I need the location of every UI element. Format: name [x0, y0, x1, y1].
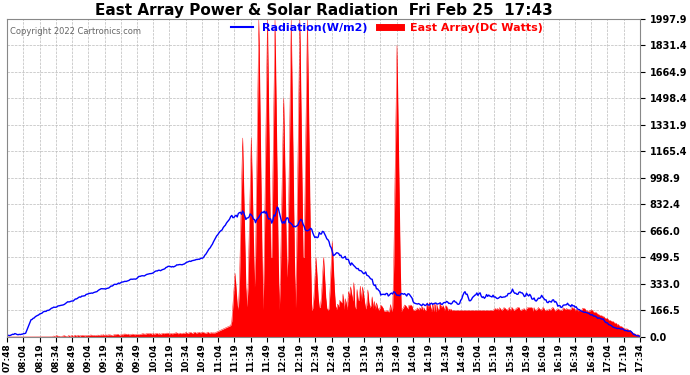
Text: Copyright 2022 Cartronics.com: Copyright 2022 Cartronics.com: [10, 27, 141, 36]
Legend: Radiation(W/m2), East Array(DC Watts): Radiation(W/m2), East Array(DC Watts): [226, 18, 547, 37]
Title: East Array Power & Solar Radiation  Fri Feb 25  17:43: East Array Power & Solar Radiation Fri F…: [95, 3, 553, 18]
